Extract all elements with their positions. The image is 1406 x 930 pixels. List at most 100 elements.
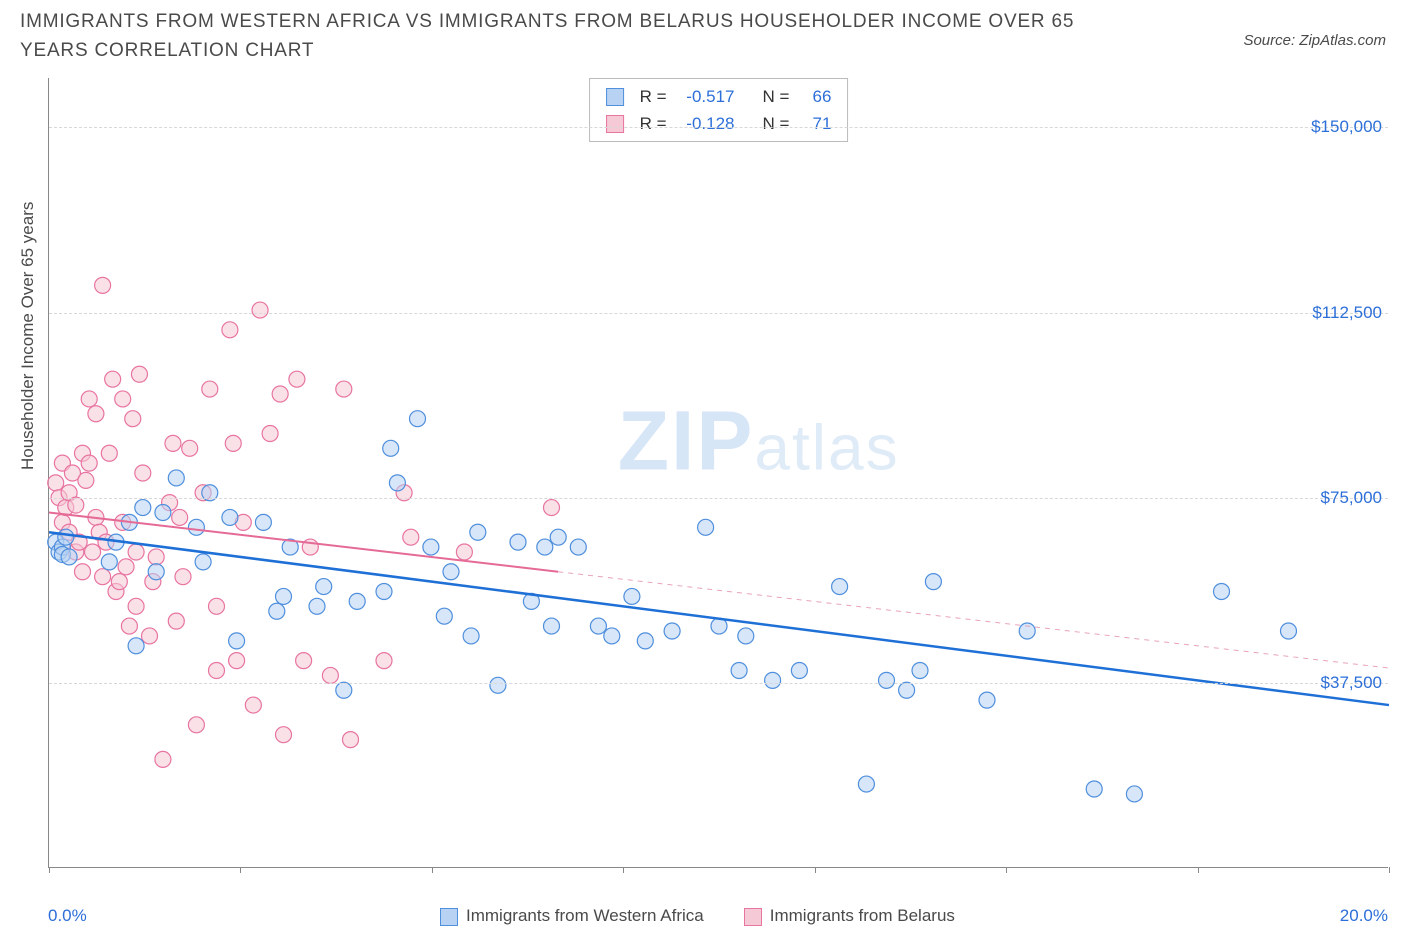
data-point (131, 366, 147, 382)
data-point (510, 534, 526, 550)
data-point (88, 406, 104, 422)
data-point (322, 667, 338, 683)
legend-item: Immigrants from Belarus (744, 906, 955, 926)
y-tick-label: $150,000 (1311, 117, 1382, 137)
data-point (276, 588, 292, 604)
data-point (544, 500, 560, 516)
legend-row: R =-0.517N =66 (606, 83, 832, 110)
legend-item: Immigrants from Western Africa (440, 906, 704, 926)
data-point (624, 588, 640, 604)
y-tick-label: $75,000 (1321, 488, 1382, 508)
source-label: Source: ZipAtlas.com (1243, 32, 1386, 49)
data-point (209, 663, 225, 679)
legend-label: Immigrants from Western Africa (466, 906, 704, 925)
gridline (49, 498, 1388, 499)
series-legend: Immigrants from Western Africa Immigrants… (440, 906, 955, 926)
data-point (95, 569, 111, 585)
data-point (403, 529, 419, 545)
data-point (222, 509, 238, 525)
data-point (195, 554, 211, 570)
data-point (172, 509, 188, 525)
scatter-svg (49, 78, 1388, 867)
data-point (85, 544, 101, 560)
x-min-label: 0.0% (48, 906, 87, 926)
data-point (410, 411, 426, 427)
data-point (75, 564, 91, 580)
x-tick (1389, 867, 1390, 873)
data-point (245, 697, 261, 713)
x-tick (1198, 867, 1199, 873)
data-point (182, 440, 198, 456)
data-point (188, 519, 204, 535)
r-value: -0.517 (675, 83, 735, 110)
data-point (276, 727, 292, 743)
data-point (456, 544, 472, 560)
data-point (95, 277, 111, 293)
data-point (899, 682, 915, 698)
data-point (289, 371, 305, 387)
data-point (698, 519, 714, 535)
legend-swatch (744, 908, 762, 926)
y-tick-label: $37,500 (1321, 673, 1382, 693)
x-tick (623, 867, 624, 873)
data-point (423, 539, 439, 555)
y-axis-label: Householder Income Over 65 years (18, 202, 38, 470)
data-point (125, 411, 141, 427)
data-point (376, 653, 392, 669)
data-point (135, 465, 151, 481)
data-point (225, 435, 241, 451)
data-point (738, 628, 754, 644)
data-point (590, 618, 606, 634)
data-point (336, 381, 352, 397)
data-point (155, 751, 171, 767)
data-point (490, 677, 506, 693)
data-point (148, 549, 164, 565)
data-point (879, 672, 895, 688)
data-point (570, 539, 586, 555)
data-point (188, 717, 204, 733)
data-point (105, 371, 121, 387)
n-label: N = (763, 83, 790, 110)
data-point (309, 598, 325, 614)
data-point (376, 584, 392, 600)
data-point (272, 386, 288, 402)
n-value: 66 (797, 83, 831, 110)
data-point (550, 529, 566, 545)
data-point (912, 663, 928, 679)
data-point (255, 514, 271, 530)
data-point (979, 692, 995, 708)
data-point (925, 574, 941, 590)
r-value: -0.128 (675, 110, 735, 137)
x-max-label: 20.0% (1340, 906, 1388, 926)
data-point (209, 598, 225, 614)
data-point (1126, 786, 1142, 802)
data-point (168, 613, 184, 629)
x-tick (240, 867, 241, 873)
legend-swatch (440, 908, 458, 926)
data-point (128, 638, 144, 654)
data-point (765, 672, 781, 688)
legend-label: Immigrants from Belarus (770, 906, 955, 925)
chart-plot-area: ZIPatlas R =-0.517N =66R =-0.128N =71 $3… (48, 78, 1388, 868)
data-point (269, 603, 285, 619)
data-point (791, 663, 807, 679)
data-point (383, 440, 399, 456)
data-point (252, 302, 268, 318)
x-tick (815, 867, 816, 873)
data-point (316, 579, 332, 595)
data-point (637, 633, 653, 649)
data-point (470, 524, 486, 540)
data-point (121, 618, 137, 634)
data-point (349, 593, 365, 609)
data-point (443, 564, 459, 580)
data-point (229, 653, 245, 669)
data-point (115, 391, 131, 407)
data-point (832, 579, 848, 595)
trend-line-extrapolated (558, 572, 1389, 668)
data-point (537, 539, 553, 555)
data-point (155, 505, 171, 521)
x-tick (49, 867, 50, 873)
data-point (128, 598, 144, 614)
data-point (1281, 623, 1297, 639)
data-point (101, 554, 117, 570)
